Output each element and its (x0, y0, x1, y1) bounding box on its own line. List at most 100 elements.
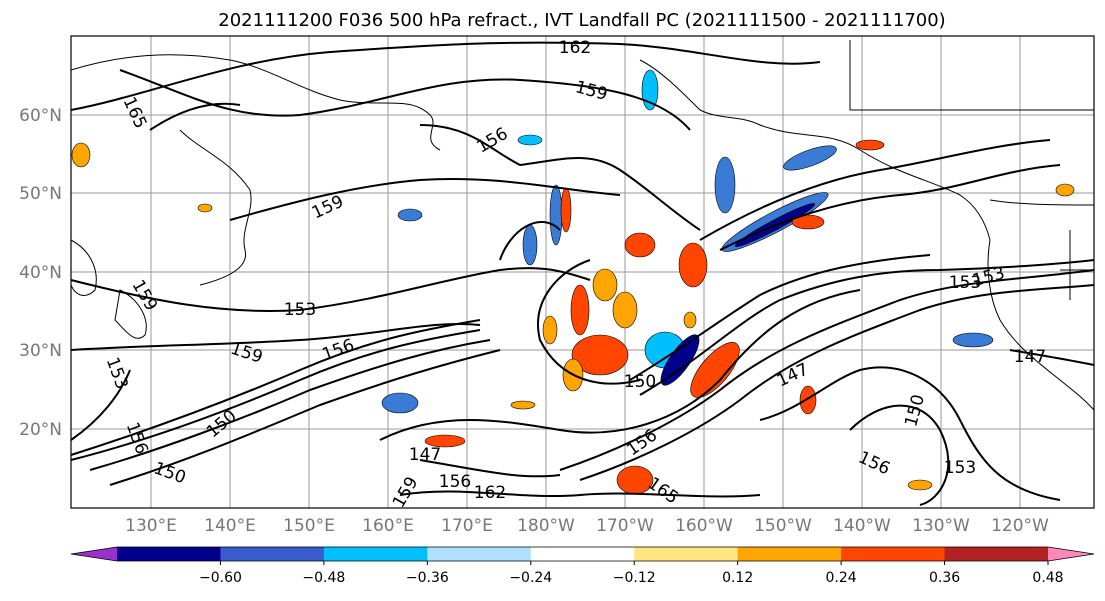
anomaly-negative (952, 332, 994, 348)
anomaly-positive (424, 434, 466, 448)
contour-line (559, 269, 1095, 471)
contour-line (1009, 349, 1095, 366)
lat-label: 20°N (19, 420, 62, 440)
coastline-siberia (70, 54, 441, 151)
colorbar-tick-label: 0.24 (826, 570, 857, 586)
colorbar-tick-label: −0.36 (406, 570, 449, 586)
longitude-labels: 130°E 140°E 150°E 160°E 170°E 180°W 170°… (125, 516, 1049, 536)
lon-label: 170°E (441, 516, 493, 536)
colorbar-tick-label: −0.24 (509, 570, 552, 586)
contour-label: 147 (409, 445, 441, 465)
anomaly-strong-positive (690, 342, 740, 398)
anomaly-positive (855, 139, 885, 151)
map-frame (70, 35, 1095, 509)
contour-line (70, 329, 481, 461)
contour-line (537, 259, 641, 385)
contour-line (70, 322, 481, 351)
coastlines (70, 40, 1095, 411)
colorbar-segment (427, 547, 532, 561)
contour-line (629, 254, 931, 381)
colorbar-extend-high (1048, 547, 1094, 561)
anomaly-negative (549, 184, 563, 246)
lon-label: 170°W (596, 516, 654, 536)
lat-label: 30°N (19, 341, 62, 361)
anomaly-positive (1055, 183, 1075, 197)
colorbar-segment (220, 547, 325, 561)
coastline-kamchatka (179, 129, 252, 286)
contour-line (109, 349, 501, 486)
anomaly-negative (381, 392, 419, 414)
anomaly-positive (683, 311, 697, 329)
anomaly-positive (71, 142, 91, 168)
lon-label: 140°E (204, 516, 256, 536)
colorbar-segment (841, 547, 946, 561)
anomaly-positive (791, 214, 825, 230)
anomaly-positive (678, 242, 708, 288)
lon-label: 150°E (283, 516, 335, 536)
anomaly-positive (571, 334, 629, 376)
colorbar-tick-label: 0.12 (722, 570, 753, 586)
contour-line (89, 339, 491, 471)
lon-label: 160°E (362, 516, 414, 536)
colorbar-segment (530, 547, 635, 561)
contour-label: 147 (1014, 347, 1046, 367)
contour-label: 156 (439, 472, 471, 492)
contour-label: 153 (949, 273, 981, 293)
contour-line (399, 490, 761, 498)
contour-line (70, 319, 481, 456)
colorbar-segment (323, 547, 428, 561)
lon-label: 130°W (912, 516, 970, 536)
contour-line (149, 102, 241, 131)
contour-line (70, 41, 821, 111)
contour-line (849, 404, 950, 506)
anomaly-positive (560, 187, 572, 233)
contour-label: 153 (944, 458, 976, 478)
contour-line (719, 164, 1061, 251)
latitude-labels: 60°N 50°N 40°N 30°N 20°N (19, 106, 62, 440)
lon-label: 150°W (754, 516, 812, 536)
lat-label: 50°N (19, 184, 62, 204)
contour-label: 162 (559, 38, 591, 58)
anomaly-negative (517, 134, 543, 146)
colorbar-segment (117, 547, 221, 561)
anomaly-positive (510, 400, 536, 410)
colorbar-segments (70, 546, 1095, 562)
anomaly-positive (799, 385, 817, 415)
lon-label: 120°W (991, 516, 1049, 536)
colorbar-tick-label: −0.48 (302, 570, 345, 586)
anomaly-positive (592, 268, 618, 302)
contour-label: 153 (284, 300, 316, 320)
anomaly-negative (714, 156, 736, 214)
contour-line (579, 284, 1095, 481)
contour-line (229, 177, 621, 221)
contour-line (419, 124, 701, 231)
anomaly-negative (522, 224, 538, 266)
colorbar-tick-label: −0.12 (613, 570, 656, 586)
coastline-alaska (639, 59, 991, 241)
anomaly-positive (542, 315, 558, 345)
contour-line (759, 366, 1061, 501)
colorbar-segment (944, 547, 1049, 561)
colorbar-tick-label: 0.36 (929, 570, 960, 586)
anomaly-positive (197, 203, 213, 213)
colorbar-ticks: −0.60 −0.48 −0.36 −0.24 −0.12 0.12 0.24 0.36 0.4… (199, 561, 1064, 586)
height-contours (70, 41, 1095, 506)
contour-line (70, 267, 591, 312)
anomaly-positive (612, 291, 638, 329)
colorbar: −0.60 −0.48 −0.36 −0.24 −0.12 0.12 0.24 0.36 0.4… (70, 546, 1095, 586)
figure-title: 2021111200 F036 500 hPa refract., IVT La… (218, 10, 945, 31)
colorbar-tick-label: −0.60 (199, 570, 242, 586)
border-us-canada (989, 199, 1095, 206)
colorbar-segment (737, 547, 842, 561)
map-panel: 162 159 165 156 159 153 159 156 153 147 … (70, 35, 1095, 512)
anomaly-positive (624, 232, 656, 258)
lon-label: 160°W (675, 516, 733, 536)
border-canada (849, 40, 1094, 111)
contour-line (70, 369, 131, 441)
lat-label: 60°N (19, 106, 62, 126)
anomaly-negative (397, 208, 423, 222)
colorbar-outline (70, 546, 1095, 562)
contour-line (699, 139, 1051, 241)
colorbar-segment (634, 547, 739, 561)
